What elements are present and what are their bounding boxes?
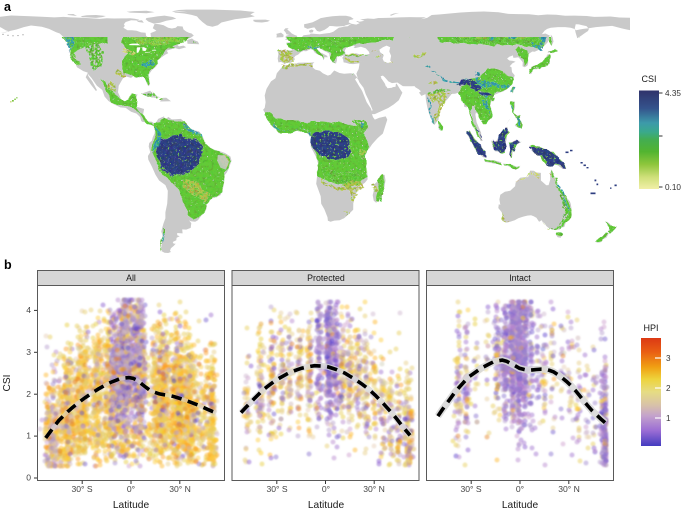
svg-text:Latitude: Latitude (113, 500, 150, 511)
svg-text:2: 2 (26, 389, 31, 399)
svg-text:0.10: 0.10 (665, 183, 681, 192)
svg-text:0°: 0° (127, 484, 135, 494)
svg-text:All: All (126, 273, 136, 283)
svg-text:1: 1 (26, 431, 31, 441)
svg-text:b: b (4, 258, 12, 272)
svg-text:CSI: CSI (641, 74, 656, 84)
svg-text:a: a (4, 0, 12, 14)
svg-text:30° S: 30° S (71, 484, 92, 494)
svg-text:0: 0 (26, 473, 31, 483)
svg-text:30° N: 30° N (169, 484, 191, 494)
svg-text:3: 3 (26, 347, 31, 357)
svg-text:CSI: CSI (2, 375, 13, 392)
svg-text:4: 4 (26, 305, 31, 315)
svg-text:4.35: 4.35 (665, 89, 681, 98)
